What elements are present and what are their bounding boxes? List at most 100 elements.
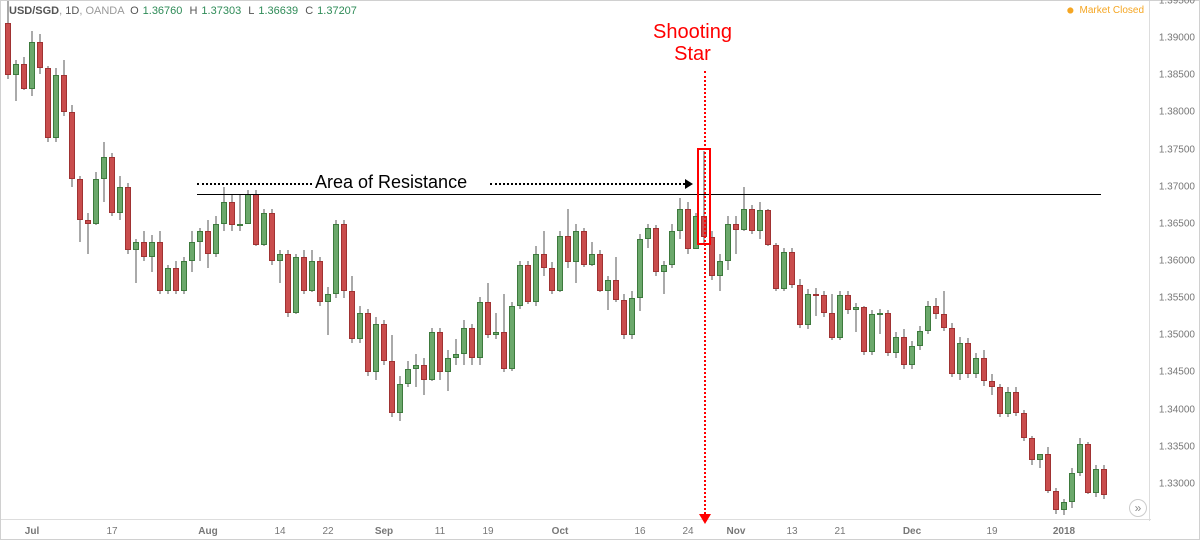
candle[interactable]	[125, 183, 131, 254]
candle[interactable]	[37, 34, 43, 73]
candle[interactable]	[757, 202, 763, 239]
candle[interactable]	[381, 320, 387, 365]
candle[interactable]	[1021, 410, 1027, 441]
candle[interactable]	[45, 66, 51, 142]
candle[interactable]	[997, 384, 1003, 417]
candle[interactable]	[413, 354, 419, 387]
candle[interactable]	[309, 250, 315, 292]
candle[interactable]	[941, 291, 947, 331]
candle[interactable]	[261, 209, 267, 246]
candle[interactable]	[917, 326, 923, 350]
candle[interactable]	[797, 279, 803, 328]
candle[interactable]	[669, 224, 675, 269]
candle[interactable]	[893, 332, 899, 357]
candle[interactable]	[1085, 442, 1091, 494]
candle[interactable]	[13, 60, 19, 101]
candle[interactable]	[333, 220, 339, 298]
candle[interactable]	[749, 205, 755, 235]
candle[interactable]	[77, 176, 83, 243]
candle[interactable]	[949, 323, 955, 376]
candle[interactable]	[157, 231, 163, 294]
candle[interactable]	[69, 105, 75, 187]
candle[interactable]	[461, 320, 467, 365]
candle[interactable]	[613, 257, 619, 302]
candle[interactable]	[373, 317, 379, 380]
candle[interactable]	[485, 283, 491, 338]
candle[interactable]	[845, 291, 851, 315]
candle[interactable]	[1005, 387, 1011, 417]
candle[interactable]	[493, 313, 499, 339]
candle[interactable]	[325, 287, 331, 335]
candle[interactable]	[909, 341, 915, 369]
candle[interactable]	[781, 248, 787, 291]
candle[interactable]	[93, 172, 99, 225]
candle[interactable]	[269, 209, 275, 265]
candle[interactable]	[237, 194, 243, 231]
candle[interactable]	[469, 324, 475, 365]
candle[interactable]	[597, 250, 603, 292]
candle[interactable]	[677, 198, 683, 239]
candle[interactable]	[21, 57, 27, 90]
candle[interactable]	[245, 190, 251, 223]
candle[interactable]	[445, 350, 451, 391]
candle[interactable]	[573, 224, 579, 283]
candle[interactable]	[789, 248, 795, 288]
candle[interactable]	[117, 176, 123, 221]
candle[interactable]	[173, 261, 179, 294]
candle[interactable]	[661, 261, 667, 294]
candle[interactable]	[141, 231, 147, 261]
candle[interactable]	[301, 250, 307, 295]
candle[interactable]	[1069, 468, 1075, 508]
candle[interactable]	[853, 303, 859, 333]
candle[interactable]	[869, 310, 875, 355]
candle[interactable]	[85, 213, 91, 254]
candle[interactable]	[957, 337, 963, 380]
candle[interactable]	[437, 328, 443, 380]
candle[interactable]	[509, 302, 515, 371]
candle[interactable]	[581, 228, 587, 267]
candle[interactable]	[349, 276, 355, 343]
candle[interactable]	[181, 257, 187, 294]
candle[interactable]	[765, 209, 771, 246]
candle[interactable]	[1093, 465, 1099, 497]
candle[interactable]	[589, 242, 595, 266]
candle[interactable]	[517, 261, 523, 309]
candle[interactable]	[629, 291, 635, 339]
candle[interactable]	[821, 291, 827, 318]
candle[interactable]	[277, 250, 283, 283]
candle[interactable]	[901, 329, 907, 369]
candle[interactable]	[293, 254, 299, 315]
candle[interactable]	[197, 228, 203, 261]
candle[interactable]	[725, 216, 731, 269]
candle[interactable]	[317, 257, 323, 305]
symbol-label[interactable]: USD/SGD	[9, 5, 59, 17]
candle[interactable]	[1101, 465, 1107, 499]
candle[interactable]	[253, 190, 259, 246]
candle[interactable]	[109, 153, 115, 216]
candle[interactable]	[61, 60, 67, 116]
candle[interactable]	[205, 220, 211, 268]
candle[interactable]	[1077, 438, 1083, 477]
candle[interactable]	[557, 231, 563, 292]
candle[interactable]	[685, 202, 691, 254]
candle[interactable]	[397, 376, 403, 421]
scroll-right-button[interactable]: »	[1129, 499, 1147, 517]
candle[interactable]	[421, 358, 427, 395]
candle[interactable]	[149, 235, 155, 272]
candle[interactable]	[357, 306, 363, 343]
candle[interactable]	[1037, 454, 1043, 467]
candle[interactable]	[389, 335, 395, 417]
candlestick-plot[interactable]: Area of ResistanceShootingStar	[1, 1, 1151, 521]
candle[interactable]	[773, 243, 779, 291]
candle[interactable]	[541, 231, 547, 276]
candle[interactable]	[165, 265, 171, 295]
candle[interactable]	[429, 328, 435, 381]
candle[interactable]	[861, 306, 867, 355]
candle[interactable]	[565, 209, 571, 268]
candle[interactable]	[53, 68, 59, 142]
candle[interactable]	[1045, 447, 1051, 493]
candle[interactable]	[229, 194, 235, 231]
candle[interactable]	[621, 294, 627, 339]
candle[interactable]	[189, 231, 195, 272]
candle[interactable]	[477, 297, 483, 365]
